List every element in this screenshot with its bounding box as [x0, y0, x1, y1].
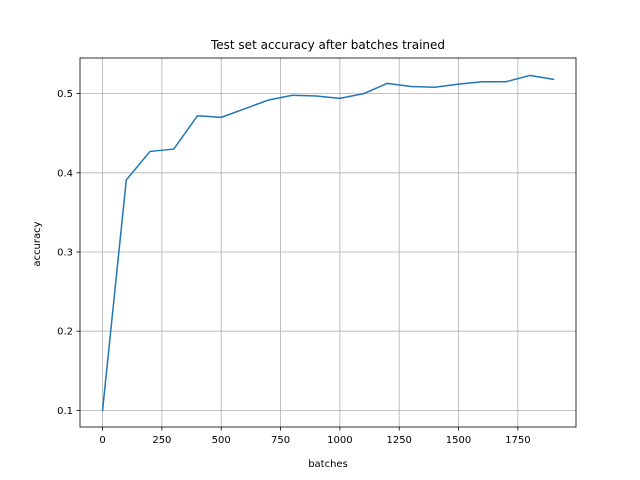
x-axis-label: batches [308, 459, 348, 470]
y-tick-label: 0.5 [57, 89, 73, 100]
plot-frame [79, 57, 577, 428]
y-axis-ticks: 0.1 0.2 0.3 0.4 0.5 [57, 89, 80, 417]
y-tick-label: 0.4 [57, 168, 73, 179]
y-tick-label: 0.1 [57, 406, 73, 417]
x-tick-label: 0 [99, 435, 105, 446]
x-tick-label: 1250 [386, 435, 411, 446]
y-axis-label: accuracy [32, 221, 43, 266]
y-tick-label: 0.3 [57, 248, 73, 259]
grid [80, 58, 576, 427]
y-tick-label: 0.2 [57, 327, 73, 338]
chart-title: Test set accuracy after batches trained [210, 38, 445, 52]
x-tick-label: 1750 [505, 435, 530, 446]
x-tick-label: 1000 [327, 435, 352, 446]
series-line [101, 74, 555, 412]
x-tick-label: 250 [152, 435, 171, 446]
x-tick-label: 750 [271, 435, 290, 446]
x-axis-ticks: 0 250 500 750 1000 1250 1500 1750 [99, 427, 531, 446]
series-layer [101, 74, 555, 412]
x-tick-label: 500 [212, 435, 231, 446]
x-tick-label: 1500 [446, 435, 471, 446]
